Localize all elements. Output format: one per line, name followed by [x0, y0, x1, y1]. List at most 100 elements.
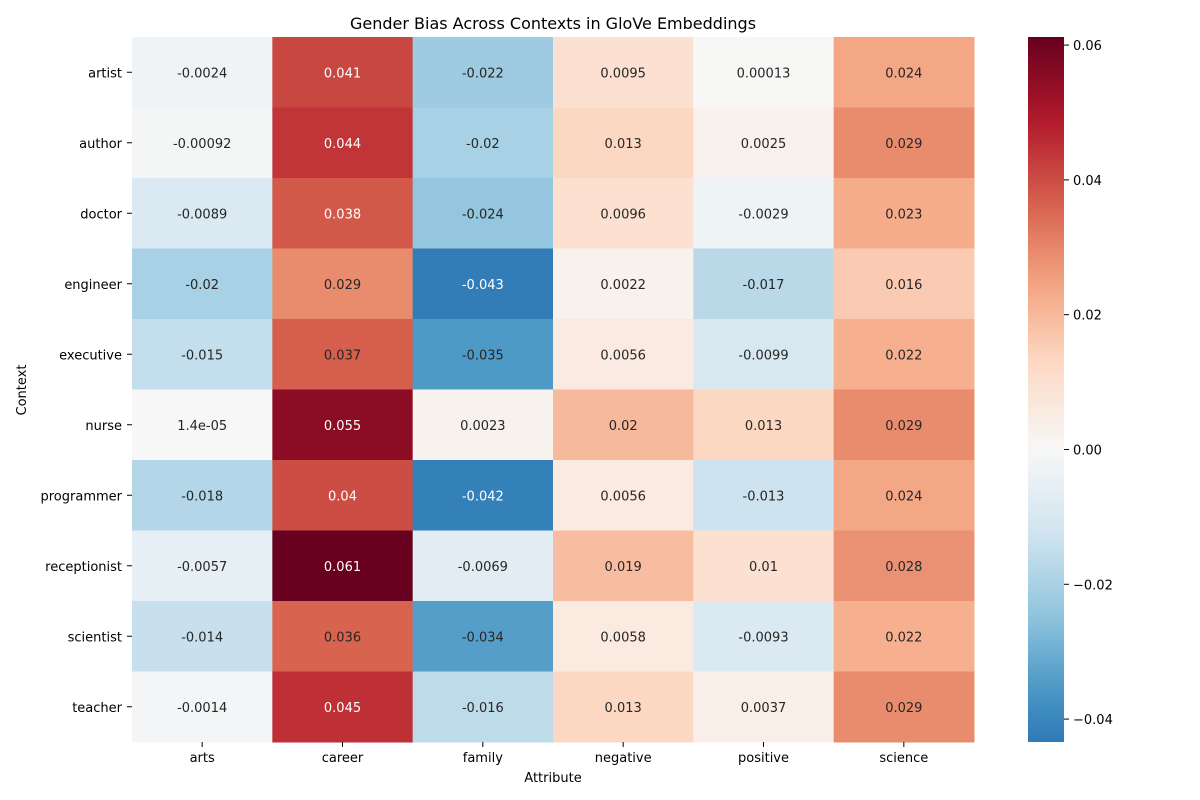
- cell-value-label: 0.037: [324, 348, 361, 363]
- colorbar-tick-label: 0.02: [1073, 309, 1102, 324]
- cell-value-label: -0.0093: [738, 630, 788, 645]
- heatmap-cell: [412, 178, 554, 249]
- cell-value-label: -0.0014: [177, 701, 227, 716]
- cell-value-label: -0.0057: [177, 560, 227, 575]
- y-tick-label: doctor: [80, 207, 122, 222]
- cell-value-label: 0.013: [605, 137, 642, 152]
- x-axis: arts career family negative positive science: [190, 742, 928, 766]
- cell-value-label: 0.0037: [741, 701, 787, 716]
- heatmap-cell: [272, 460, 414, 531]
- cell-value-label: -0.022: [462, 66, 504, 81]
- cell-value-label: 0.022: [885, 348, 922, 363]
- heatmap-cell: [553, 178, 694, 249]
- colorbar-tick-label: −0.04: [1073, 713, 1113, 728]
- cell-value-label: 0.02: [609, 419, 638, 434]
- cell-value-label: 0.0096: [600, 207, 646, 222]
- heatmap-cell: [272, 107, 414, 179]
- cell-value-label: 0.024: [885, 66, 922, 81]
- heatmap-cell: [132, 178, 273, 249]
- cell-value-label: 0.045: [324, 701, 361, 716]
- heatmap-cell: [412, 37, 554, 108]
- cell-value-label: 0.04: [328, 489, 357, 504]
- heatmap-cell: [132, 37, 273, 108]
- heatmap-cell: [693, 178, 835, 249]
- heatmap-cell: [132, 319, 273, 390]
- heatmap-cell: [132, 107, 273, 179]
- y-tick-label: scientist: [68, 630, 122, 645]
- heatmap-cell: [693, 389, 835, 461]
- heatmap-cell: [833, 319, 975, 390]
- heatmap-cell: [833, 389, 975, 461]
- heatmap-cell: [693, 37, 835, 108]
- y-tick-label: engineer: [64, 278, 122, 293]
- cell-value-label: -0.015: [181, 348, 223, 363]
- x-tick-label: science: [879, 751, 928, 766]
- heatmap-cell: [833, 37, 975, 108]
- cell-value-label: -0.018: [181, 489, 223, 504]
- heatmap-cell: [693, 530, 835, 602]
- cell-value-label: -0.017: [743, 278, 785, 293]
- heatmap-cell: [553, 601, 694, 672]
- heatmap-cell: [833, 460, 975, 531]
- colorbar-tick-label: 0.04: [1073, 174, 1102, 189]
- cell-value-label: 0.061: [324, 560, 361, 575]
- x-tick-label: arts: [190, 751, 215, 766]
- cell-value-label: 0.029: [885, 701, 922, 716]
- heatmap-cell: [272, 248, 414, 320]
- cell-value-label: 0.0058: [600, 630, 646, 645]
- x-axis-label: Attribute: [524, 771, 581, 786]
- heatmap-cell: [553, 671, 694, 743]
- x-tick-label: family: [463, 751, 503, 766]
- x-tick-label: career: [322, 751, 364, 766]
- cell-value-label: 0.022: [885, 630, 922, 645]
- colorbar: 0.06 0.04 0.02 0.00 −0.02 −0.04: [1028, 37, 1113, 742]
- heatmap-cell: [272, 37, 414, 108]
- cell-value-label: -0.016: [462, 701, 504, 716]
- cell-value-label: -0.0099: [738, 348, 788, 363]
- heatmap-cell: [693, 107, 835, 179]
- y-tick-label: nurse: [85, 419, 122, 434]
- cell-value-label: 0.016: [885, 278, 922, 293]
- cell-value-label: 0.044: [324, 137, 361, 152]
- y-tick-label: teacher: [72, 701, 122, 716]
- heatmap-cell: [553, 460, 694, 531]
- cell-value-label: -0.02: [466, 137, 500, 152]
- colorbar-gradient: [1028, 37, 1064, 742]
- cell-value-label: 0.0095: [600, 66, 646, 81]
- heatmap-cell: [412, 248, 554, 320]
- cell-value-label: 0.0023: [460, 419, 506, 434]
- cell-value-label: 0.038: [324, 207, 361, 222]
- heatmap-cell: [132, 460, 273, 531]
- heatmap-cell: [132, 671, 273, 743]
- heatmap-cell: [553, 248, 694, 320]
- heatmap-cell: [553, 37, 694, 108]
- y-axis-label: Context: [15, 365, 30, 416]
- cell-value-label: 0.029: [324, 278, 361, 293]
- cell-value-label: 0.029: [885, 137, 922, 152]
- cell-value-label: -0.042: [462, 489, 504, 504]
- heatmap-cell: [553, 319, 694, 390]
- heatmap-cell: [833, 530, 975, 602]
- cell-value-label: 0.055: [324, 419, 361, 434]
- cell-value-label: -0.024: [462, 207, 504, 222]
- heatmap-cell: [272, 178, 414, 249]
- cell-value-label: 0.041: [324, 66, 361, 81]
- cell-value-label: -0.014: [181, 630, 223, 645]
- heatmap-cell: [272, 389, 414, 461]
- heatmap-cell: [553, 530, 694, 602]
- cell-value-label: -0.043: [462, 278, 504, 293]
- colorbar-tick-label: 0.00: [1073, 443, 1102, 458]
- cell-value-label: -0.0089: [177, 207, 227, 222]
- heatmap-cell: [132, 389, 273, 461]
- cell-value-label: 0.019: [605, 560, 642, 575]
- cell-value-label: 0.013: [605, 701, 642, 716]
- cell-value-label: -0.0069: [458, 560, 508, 575]
- heatmap-cell: [412, 389, 554, 461]
- cell-value-label: -0.02: [185, 278, 219, 293]
- cell-value-label: 0.013: [745, 419, 782, 434]
- cell-value-label: 0.0022: [600, 278, 646, 293]
- y-tick-label: author: [79, 137, 122, 152]
- colorbar-tick-label: −0.02: [1073, 578, 1113, 593]
- heatmap-cell: [693, 248, 835, 320]
- heatmap-cell: [272, 319, 414, 390]
